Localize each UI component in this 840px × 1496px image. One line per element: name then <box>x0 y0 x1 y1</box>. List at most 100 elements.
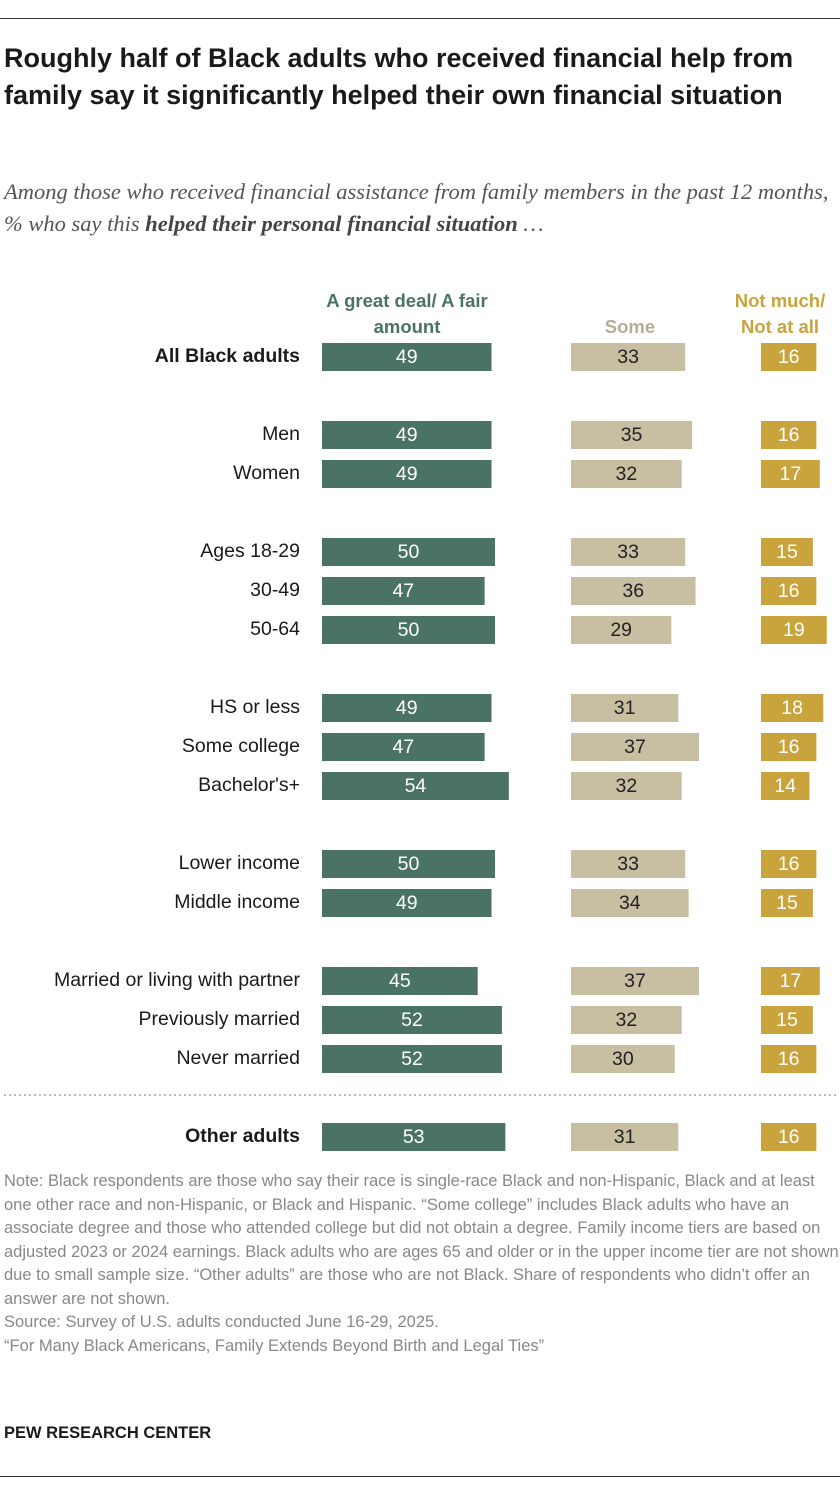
row-label: Men <box>262 423 300 445</box>
bar <box>571 538 686 566</box>
value-label: 16 <box>778 424 800 446</box>
value-label: 32 <box>616 463 638 485</box>
bar <box>761 1123 817 1151</box>
bar <box>322 538 495 566</box>
value-label: 52 <box>401 1048 423 1070</box>
value-label: 54 <box>405 775 427 797</box>
value-label: 47 <box>392 736 414 758</box>
bar <box>761 850 817 878</box>
bar <box>761 1006 813 1034</box>
bar <box>571 343 686 371</box>
bar <box>571 772 682 800</box>
row-label: Middle income <box>174 891 300 913</box>
value-label: 17 <box>780 463 802 485</box>
chart-title: Roughly half of Black adults who receive… <box>4 43 794 110</box>
bar <box>571 889 689 917</box>
value-label: 47 <box>392 580 414 602</box>
row-label: Some college <box>182 735 300 757</box>
row-label: 30-49 <box>250 579 300 601</box>
bar <box>322 421 492 449</box>
credit: PEW RESEARCH CENTER <box>4 1424 212 1442</box>
bar <box>322 772 509 800</box>
subtitle-text: … <box>517 211 544 236</box>
row-label: Other adults <box>185 1125 300 1147</box>
value-label: 37 <box>624 970 646 992</box>
bar <box>761 577 817 605</box>
top-rule <box>0 18 840 19</box>
bottom-rule <box>0 1476 840 1477</box>
bar <box>571 1045 675 1073</box>
value-label: 16 <box>778 1126 800 1148</box>
bar <box>761 772 810 800</box>
value-label: 53 <box>403 1126 425 1148</box>
value-label: 16 <box>778 580 800 602</box>
row-label: Never married <box>176 1047 300 1069</box>
bar <box>761 616 827 644</box>
value-label: 14 <box>774 775 796 797</box>
value-label: 50 <box>398 541 420 563</box>
subtitle-emphasis: helped their personal financial situatio… <box>145 211 518 236</box>
value-label: 49 <box>396 463 418 485</box>
value-label: 49 <box>396 424 418 446</box>
subtitle-text: Among those who received financial assis… <box>4 179 829 236</box>
bar <box>761 889 813 917</box>
value-label: 31 <box>614 697 636 719</box>
value-label: 37 <box>624 736 646 758</box>
value-label: 16 <box>778 346 800 368</box>
value-label: 29 <box>610 619 632 641</box>
value-label: 49 <box>396 892 418 914</box>
bar <box>322 1006 502 1034</box>
bar <box>571 421 693 449</box>
value-label: 33 <box>617 346 639 368</box>
chart-subtitle: Among those who received financial assis… <box>4 176 829 240</box>
row-label: Women <box>233 462 300 484</box>
bar <box>761 694 824 722</box>
value-label: 31 <box>614 1126 636 1148</box>
value-label: 19 <box>783 619 805 641</box>
value-label: 49 <box>396 346 418 368</box>
row-label: Previously married <box>139 1008 300 1030</box>
row-label: 50-64 <box>250 618 300 640</box>
value-label: 17 <box>780 970 802 992</box>
value-label: 15 <box>776 892 798 914</box>
bar <box>571 694 679 722</box>
value-label: 50 <box>398 619 420 641</box>
bar <box>322 733 485 761</box>
row-label: Lower income <box>179 852 300 874</box>
legend-entry: A great deal/ A fair amount <box>326 290 488 337</box>
bar <box>761 460 820 488</box>
row-label: Ages 18-29 <box>200 540 300 562</box>
bar <box>322 343 492 371</box>
bar <box>322 1045 502 1073</box>
value-label: 16 <box>778 736 800 758</box>
value-label: 16 <box>778 1048 800 1070</box>
bar <box>322 694 492 722</box>
value-label: 16 <box>778 853 800 875</box>
bar <box>761 733 817 761</box>
bar <box>761 421 817 449</box>
bar <box>571 616 672 644</box>
source: Source: Survey of U.S. adults conducted … <box>4 1313 439 1331</box>
value-label: 33 <box>617 541 639 563</box>
value-label: 34 <box>619 892 641 914</box>
bar <box>761 538 813 566</box>
bar <box>322 1123 506 1151</box>
value-label: 35 <box>621 424 643 446</box>
bar <box>571 460 682 488</box>
bar <box>761 1045 817 1073</box>
bar <box>322 967 478 995</box>
note: Note: Black respondents are those who sa… <box>4 1172 839 1308</box>
value-label: 15 <box>776 1009 798 1031</box>
bar <box>761 967 820 995</box>
legend-entry: Some <box>604 316 656 337</box>
value-label: 15 <box>776 541 798 563</box>
bar <box>322 889 492 917</box>
value-label: 30 <box>612 1048 634 1070</box>
bar <box>571 577 696 605</box>
value-label: 52 <box>401 1009 423 1031</box>
bar <box>571 733 700 761</box>
bar <box>571 1123 679 1151</box>
row-label: HS or less <box>210 696 300 718</box>
